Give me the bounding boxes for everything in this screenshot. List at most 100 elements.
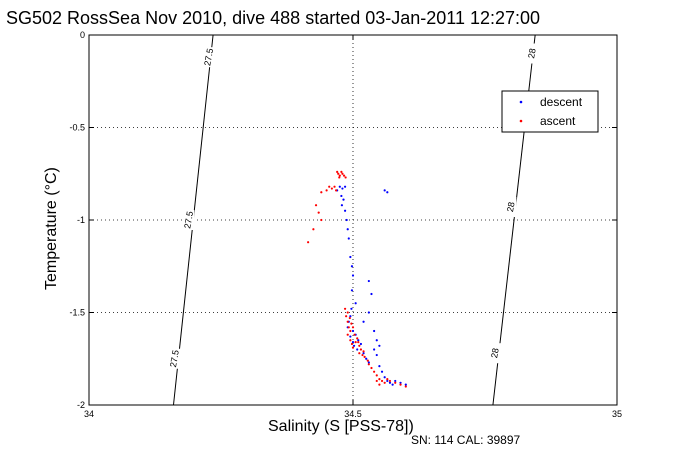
ascent-point bbox=[362, 350, 365, 353]
descent-point bbox=[359, 342, 363, 346]
x-tick-label: 34 bbox=[84, 409, 94, 419]
descent-point bbox=[340, 204, 344, 207]
descent-point bbox=[365, 357, 368, 360]
descent-point bbox=[349, 315, 352, 318]
descent-point bbox=[343, 185, 347, 188]
isopycnal-label-bg bbox=[204, 47, 215, 68]
isopycnal-lines: 27.5 27.5 27.5 28 28 28 bbox=[168, 34, 538, 406]
descent-point bbox=[345, 218, 348, 222]
descent-point bbox=[352, 344, 356, 347]
descent-point bbox=[342, 198, 345, 201]
ascent-point bbox=[307, 241, 310, 244]
ascent-point bbox=[351, 346, 355, 349]
y-axis-label: Temperature (°C) bbox=[43, 167, 60, 290]
ascent-point bbox=[317, 211, 320, 214]
isopycnal-label-bg bbox=[506, 197, 517, 218]
descent-point bbox=[341, 187, 344, 190]
descent-point bbox=[399, 381, 402, 384]
descent-point bbox=[356, 348, 359, 351]
ascent-point bbox=[328, 185, 331, 188]
descent-point bbox=[354, 302, 357, 305]
y-tick-label: -1 bbox=[77, 215, 85, 225]
ascent-point bbox=[386, 378, 389, 381]
descent-point bbox=[373, 329, 376, 333]
descent-point bbox=[346, 228, 349, 231]
ascent-point bbox=[404, 385, 407, 388]
legend-descent: descent bbox=[540, 95, 583, 109]
data-points bbox=[307, 170, 407, 388]
legend-marker-ascent bbox=[519, 119, 523, 123]
ascent-point bbox=[341, 172, 344, 175]
x-axis-label: Salinity (S [PSS-78]) bbox=[268, 418, 414, 435]
descent-point bbox=[351, 274, 355, 277]
y-tick-label: 0 bbox=[80, 30, 85, 40]
descent-point bbox=[343, 209, 347, 212]
descent-point bbox=[391, 383, 394, 386]
ascent-point bbox=[375, 374, 378, 377]
ascent-point bbox=[340, 170, 343, 173]
ascent-point bbox=[345, 315, 348, 318]
axis-ticks: 34 34.5 35 0 -0.5 -1 -1.5 -2 bbox=[69, 30, 622, 419]
ascent-point bbox=[358, 352, 361, 355]
y-tick-label: -1.5 bbox=[69, 308, 85, 318]
ascent-point bbox=[333, 185, 336, 188]
descent-point bbox=[351, 341, 355, 344]
descent-point bbox=[380, 370, 384, 373]
descent-point bbox=[362, 320, 365, 323]
ascent-point bbox=[351, 326, 355, 329]
ascent-point bbox=[394, 381, 397, 384]
legend-marker-descent bbox=[519, 100, 523, 104]
ascent-point bbox=[383, 381, 386, 384]
ascent-point bbox=[367, 363, 370, 366]
descent-point bbox=[404, 383, 407, 386]
ascent-point bbox=[361, 353, 364, 357]
descent-point bbox=[340, 194, 343, 198]
descent-point bbox=[350, 289, 354, 292]
ascent-point bbox=[347, 326, 350, 329]
ascent-point bbox=[338, 174, 341, 177]
descent-point bbox=[378, 365, 381, 368]
ascent-point bbox=[358, 344, 361, 347]
ascent-point bbox=[330, 187, 333, 190]
descent-point bbox=[367, 311, 370, 314]
y-tick-label: -2 bbox=[77, 400, 85, 410]
isopycnal-label-bg bbox=[490, 343, 501, 364]
ascent-point bbox=[366, 359, 369, 362]
legend: descent ascent bbox=[501, 90, 599, 133]
descent-point bbox=[373, 348, 376, 351]
ascent-point bbox=[343, 307, 347, 310]
x-tick-label: 35 bbox=[612, 409, 622, 419]
ascent-point bbox=[346, 333, 349, 336]
isopycnal-label-bg bbox=[527, 43, 538, 64]
ascent-point bbox=[378, 378, 381, 381]
ascent-point bbox=[336, 170, 339, 173]
isopycnal-label: 27.5 bbox=[168, 349, 181, 368]
ascent-point bbox=[335, 189, 338, 192]
descent-point bbox=[375, 339, 378, 342]
descent-point bbox=[383, 189, 386, 192]
isopycnal-label-bg bbox=[170, 348, 181, 369]
descent-point bbox=[375, 353, 378, 357]
calibration-footer: SN: 114 CAL: 39897 bbox=[411, 433, 521, 447]
isopycnal-label: 27.5 bbox=[182, 210, 195, 229]
descent-point bbox=[378, 344, 381, 347]
ascent-point bbox=[320, 191, 323, 194]
ascent-point bbox=[312, 228, 315, 231]
ascent-point bbox=[354, 341, 357, 344]
descent-point bbox=[388, 381, 392, 384]
ascent-point bbox=[344, 176, 347, 179]
ascent-point bbox=[378, 383, 381, 386]
legend-box bbox=[501, 90, 599, 133]
ascent-point bbox=[380, 379, 384, 383]
ascent-point bbox=[370, 366, 373, 370]
ascent-point bbox=[338, 176, 341, 179]
y-tick-label: -0.5 bbox=[69, 123, 85, 133]
isopycnal-label: 28 bbox=[489, 347, 501, 359]
descent-point bbox=[370, 292, 373, 296]
isopycnal-label: 27.5 bbox=[202, 48, 215, 67]
ascent-point bbox=[373, 370, 376, 373]
ascent-point bbox=[314, 204, 318, 207]
descent-point bbox=[350, 307, 353, 310]
descent-point bbox=[367, 361, 370, 364]
